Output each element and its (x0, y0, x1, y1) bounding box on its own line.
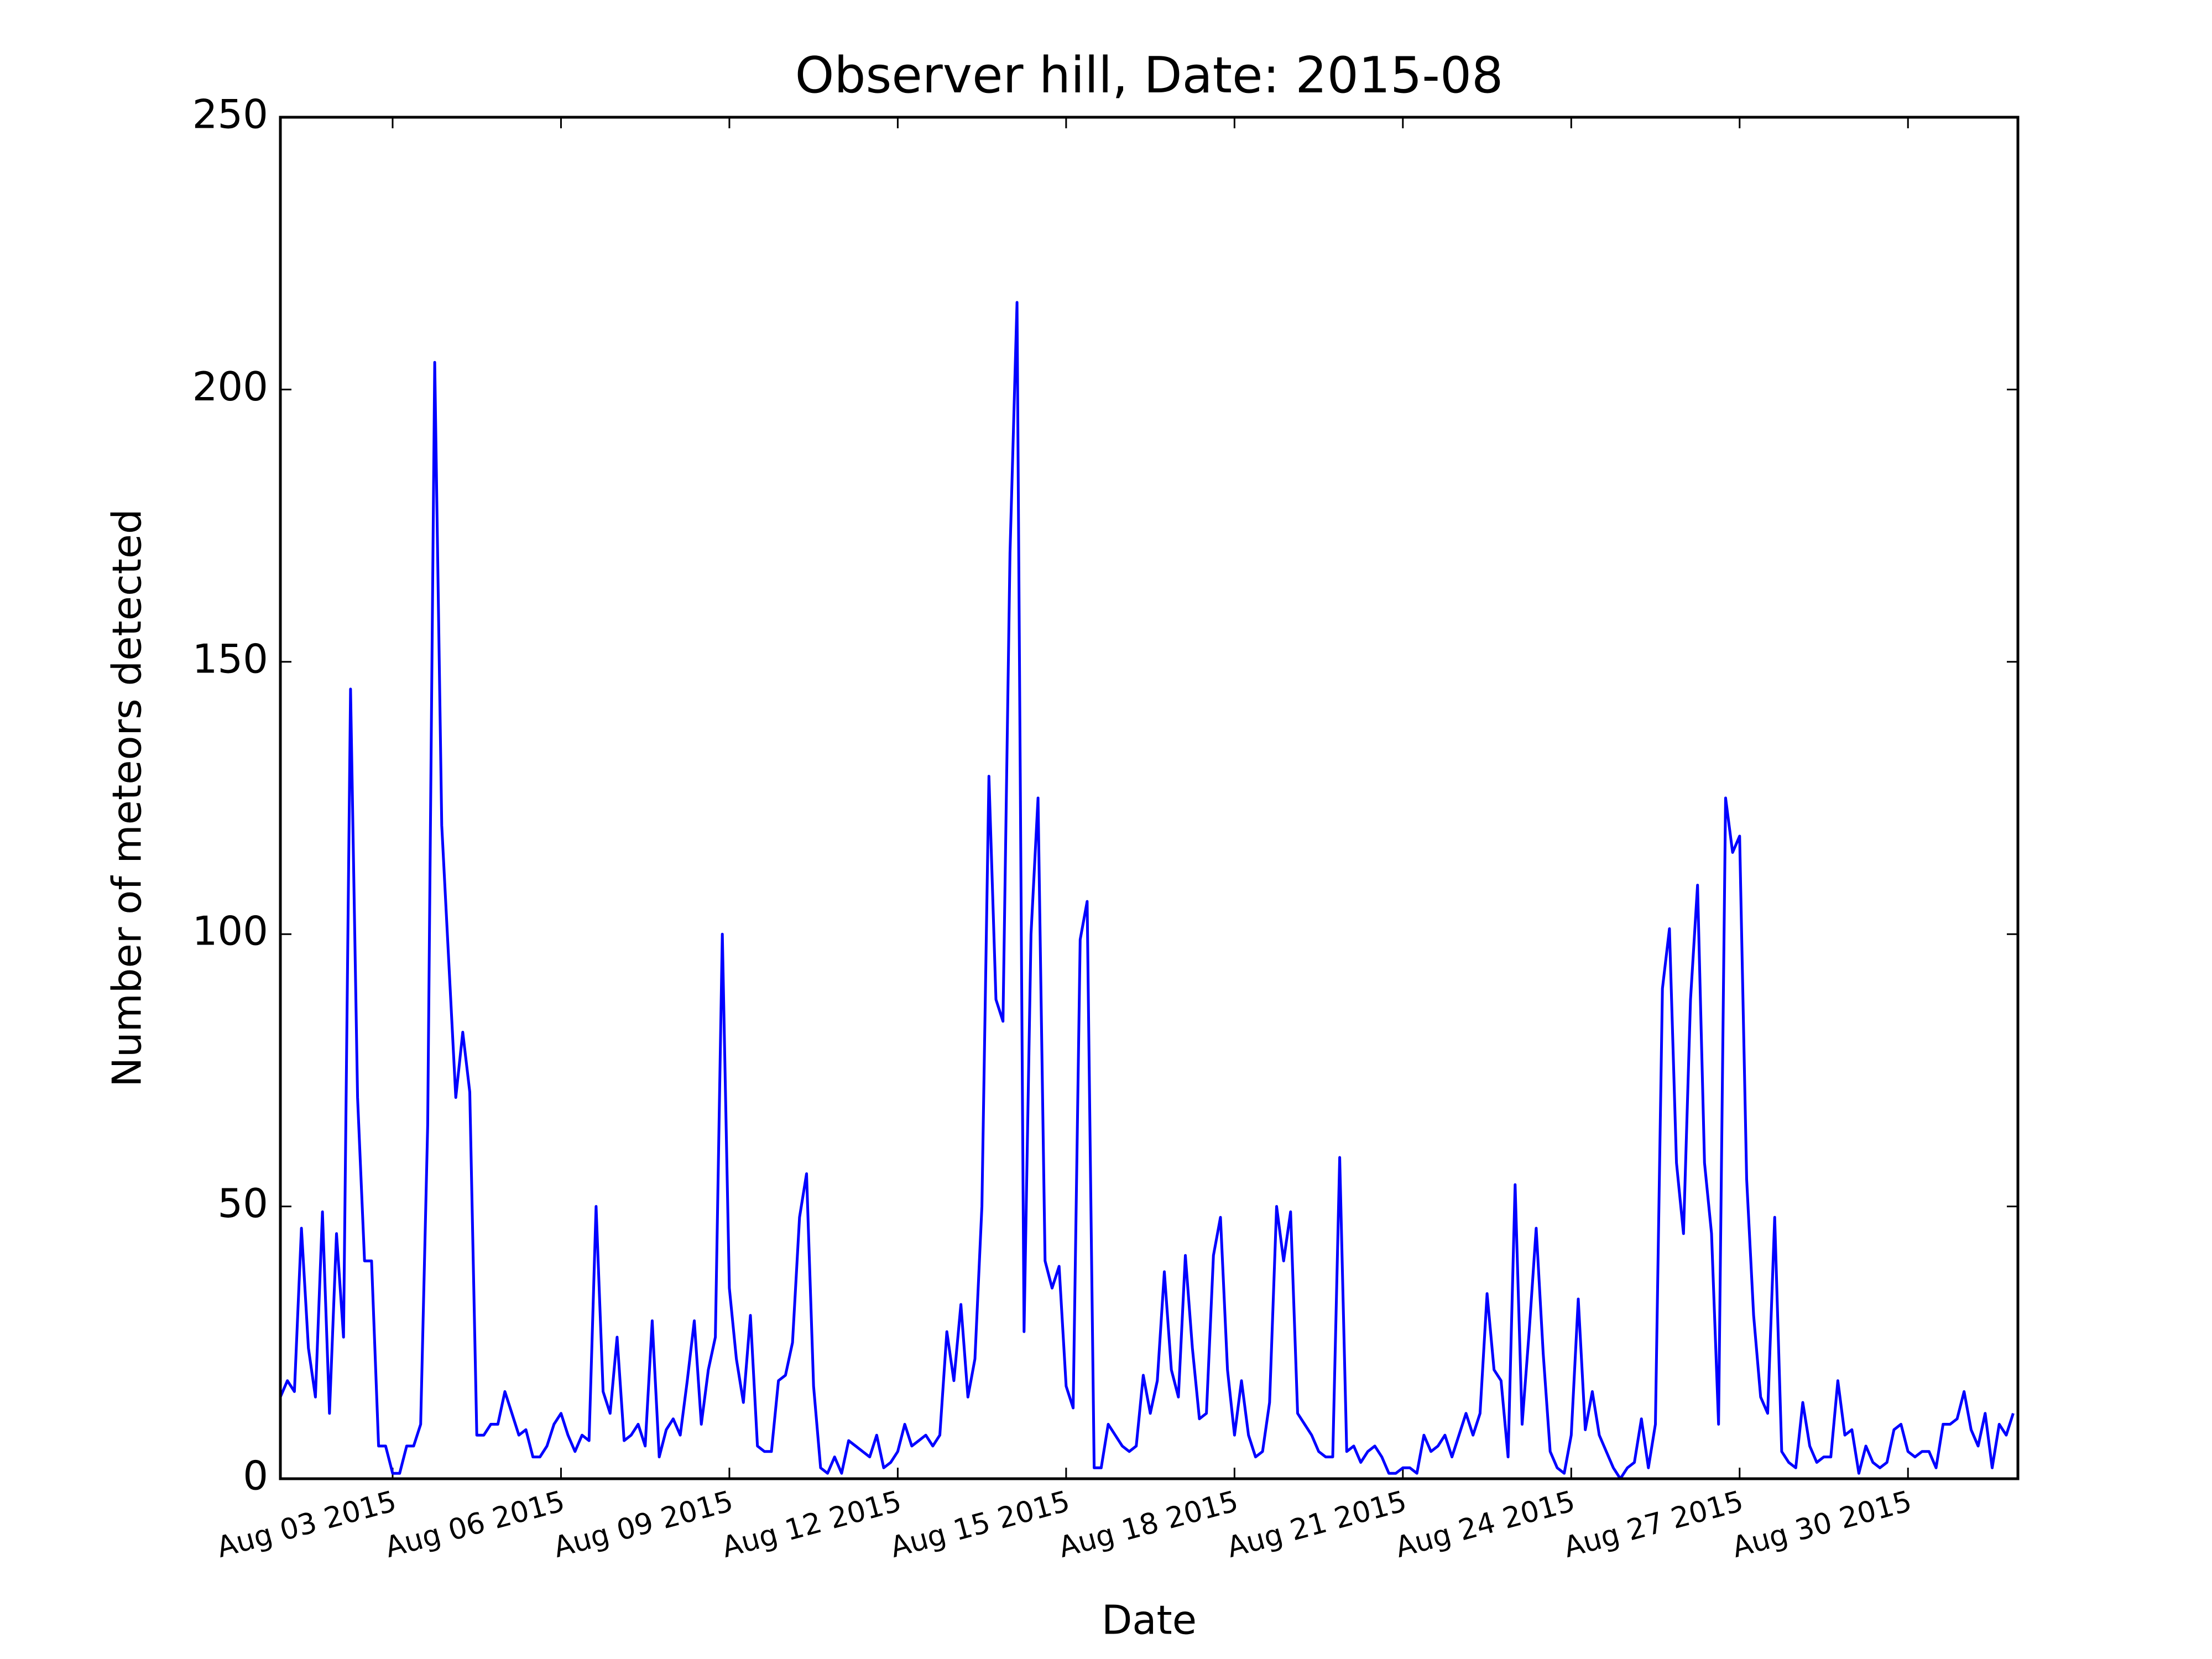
y-tick-label: 250 (192, 91, 268, 138)
y-tick-label: 150 (192, 635, 268, 682)
chart-title: Observer hill, Date: 2015-08 (795, 46, 1504, 105)
y-tick-label: 0 (243, 1453, 268, 1499)
y-tick-label: 50 (217, 1180, 268, 1227)
y-tick-label: 200 (192, 363, 268, 410)
y-axis-label: Number of meteors detected (104, 509, 150, 1087)
x-axis-label: Date (1102, 1597, 1197, 1644)
data-line (279, 301, 2015, 1480)
plot-frame (279, 116, 2020, 1480)
y-tick-label: 100 (192, 908, 268, 954)
